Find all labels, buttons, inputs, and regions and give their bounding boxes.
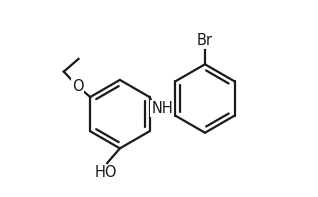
Text: Br: Br bbox=[197, 33, 213, 48]
Text: HO: HO bbox=[95, 165, 117, 180]
Text: O: O bbox=[72, 79, 83, 94]
Text: NH: NH bbox=[152, 101, 173, 116]
